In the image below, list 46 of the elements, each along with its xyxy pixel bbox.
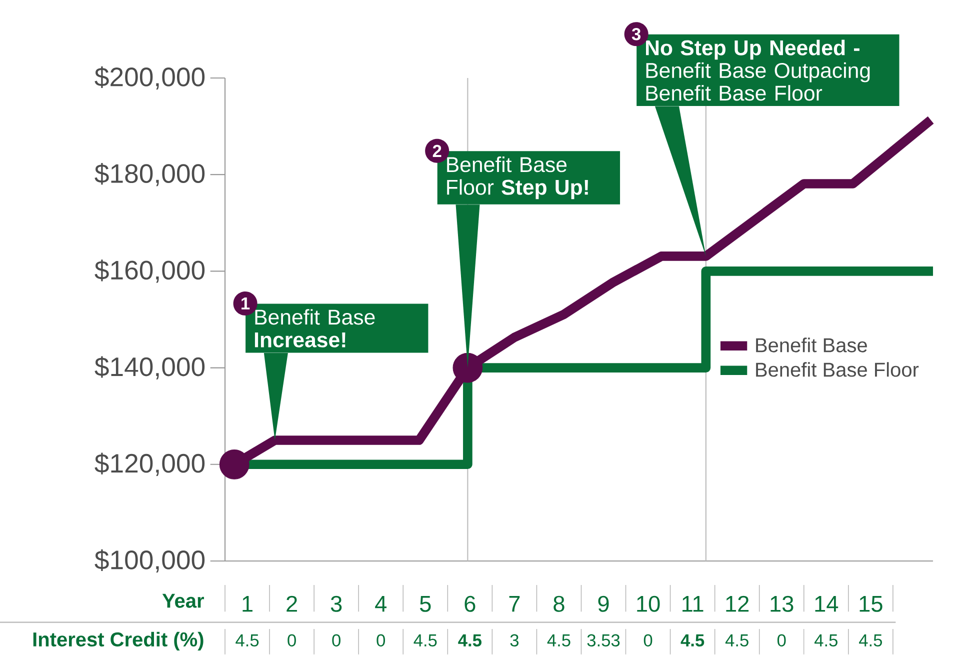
x-tick-label: 12 xyxy=(726,596,749,612)
x-tick-label: 13 xyxy=(770,596,794,612)
text: Interest Credit (%) xyxy=(33,632,204,650)
y-tick-label: $100,000 xyxy=(94,549,205,573)
annotation: 2 xyxy=(432,144,442,157)
y-tick-label: $160,000 xyxy=(94,260,205,283)
text: 4.5 xyxy=(236,634,259,646)
x-tick-label: 14 xyxy=(815,596,838,612)
x-tick-label: 11 xyxy=(682,596,704,612)
annotation: Benefit Base Floor Step Up! xyxy=(447,156,588,200)
text: 3 xyxy=(632,28,641,40)
text: 4.5 xyxy=(725,634,748,646)
annotation: Benefit Base Increase! xyxy=(254,309,375,348)
x-tick-label: 4 xyxy=(375,596,386,612)
text: 0 xyxy=(332,634,340,646)
x-tick-label: 3 xyxy=(330,596,342,612)
legend-label: Benefit Base Floor xyxy=(756,362,919,377)
text: 4.5 xyxy=(414,634,437,646)
text: 0 xyxy=(777,634,786,646)
x-tick-label: 10 xyxy=(637,596,660,612)
text: 4.5 xyxy=(458,634,482,646)
text: 0 xyxy=(288,634,296,646)
x-tick-label: 8 xyxy=(554,596,564,612)
y-tick-label: $120,000 xyxy=(94,452,205,476)
x-tick-label: 2 xyxy=(286,596,297,612)
x-tick-label: 5 xyxy=(420,596,431,612)
annotation: No Step Up Needed - Benefit Base Outpacing Benefit Base Floor xyxy=(646,40,870,101)
text: 3.53 xyxy=(587,634,620,646)
x-tick-label: 1 xyxy=(242,596,252,612)
text: 0 xyxy=(376,634,386,646)
text: 4.5 xyxy=(680,634,704,646)
text: 0 xyxy=(644,634,652,646)
text: 3 xyxy=(510,634,519,646)
x-tick-label: 15 xyxy=(860,596,882,612)
annotation: 1 xyxy=(242,298,250,310)
y-tick-label: $140,000 xyxy=(94,356,205,380)
text: 4.5 xyxy=(547,634,570,646)
legend-label: Benefit Base xyxy=(756,338,867,352)
x-axis-title: Year xyxy=(162,594,204,608)
x-tick-label: 6 xyxy=(464,596,476,612)
y-tick-label: $180,000 xyxy=(94,163,205,186)
text: 4.5 xyxy=(814,634,838,646)
x-tick-label: 7 xyxy=(509,596,520,612)
x-tick-label: 9 xyxy=(598,596,609,612)
y-tick-label: $200,000 xyxy=(94,66,205,90)
text: 4.5 xyxy=(859,634,882,646)
